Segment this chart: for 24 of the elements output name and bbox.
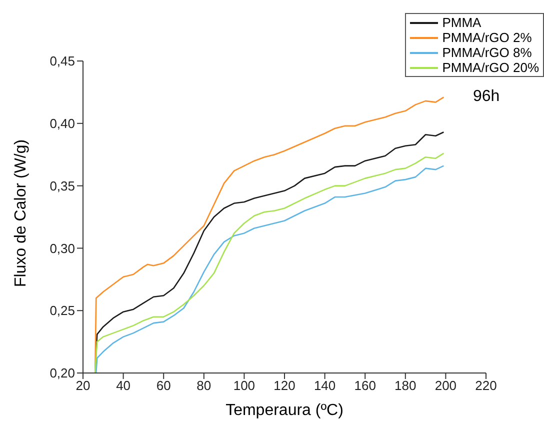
x-tick-label: 60 <box>156 378 171 394</box>
x-tick-label: 140 <box>314 378 336 394</box>
y-tick-label: 0,25 <box>50 303 75 318</box>
legend-label: PMMA/rGO 20% <box>442 60 539 75</box>
y-tick-label: 0,40 <box>50 116 75 132</box>
legend-label: PMMA/rGO 8% <box>442 45 532 60</box>
x-tick-label: 180 <box>394 378 416 394</box>
x-tick-label: 40 <box>116 378 131 394</box>
annotation: 96h <box>473 88 500 106</box>
x-tick-label: 80 <box>196 378 212 394</box>
x-tick-label: 100 <box>233 378 256 394</box>
y-axis-title: Fluxo de Calor (W/g) <box>12 139 30 287</box>
x-tick-label: 220 <box>475 378 497 394</box>
x-tick-label: 120 <box>274 378 296 394</box>
y-tick-label: 0,35 <box>50 178 75 194</box>
legend-label: PMMA/rGO 2% <box>442 30 532 45</box>
x-tick-label: 160 <box>354 378 376 394</box>
y-tick-label: 0,45 <box>50 54 75 69</box>
y-tick-label: 0,20 <box>50 366 75 381</box>
x-tick-label: 200 <box>434 378 457 394</box>
y-tick-label: 0,30 <box>50 240 75 256</box>
x-tick-label: 20 <box>76 378 90 394</box>
x-axis-title: Temperaura (ºC) <box>226 402 344 419</box>
legend-label: PMMA <box>442 15 482 30</box>
